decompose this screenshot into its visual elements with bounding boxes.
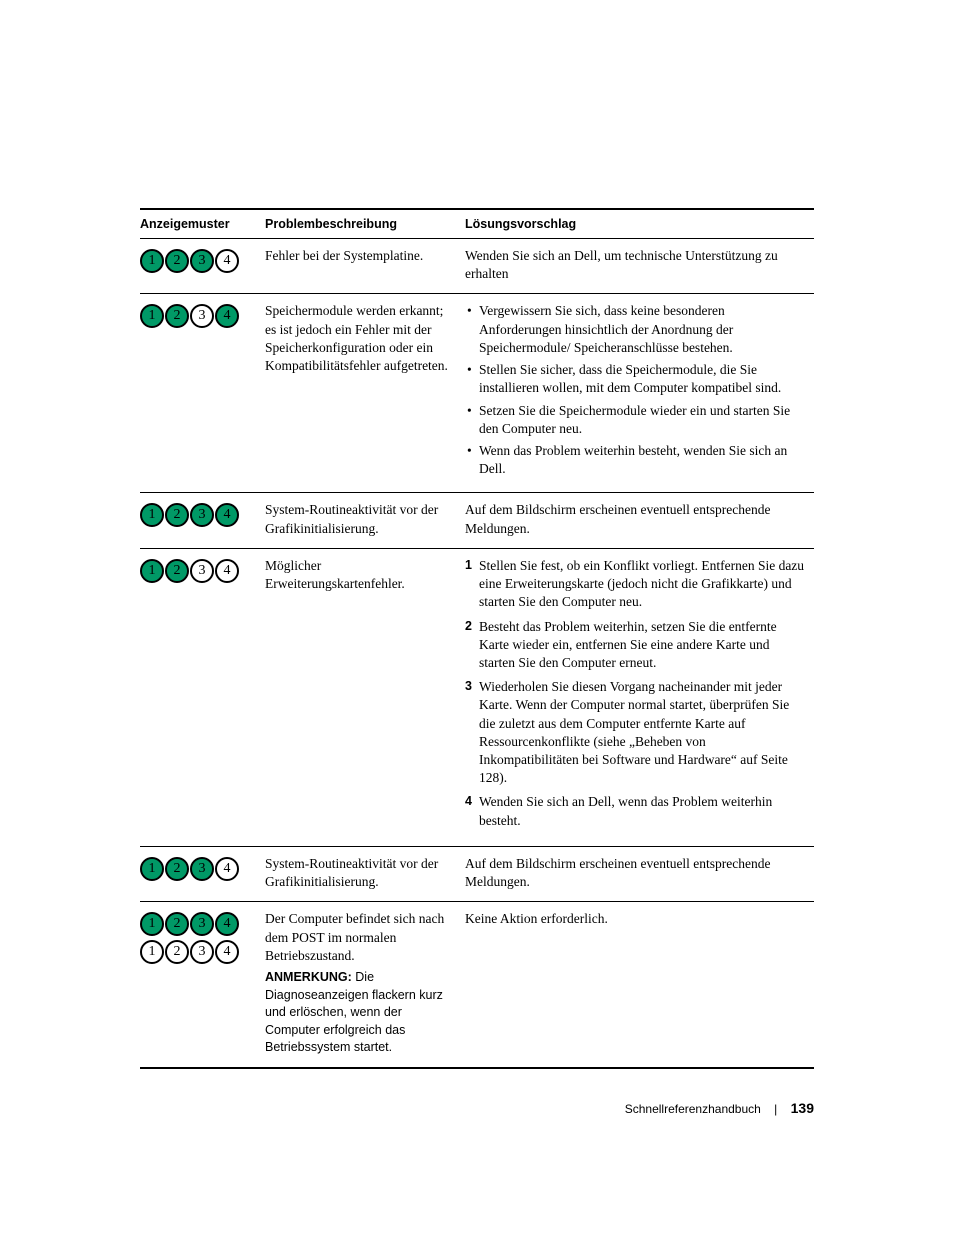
solution-list: Vergewissern Sie sich, dass keine besond… — [465, 302, 806, 478]
table-row: 1234 System-Routineaktivität vor der Graf… — [140, 493, 814, 548]
solution-steps: Stellen Sie fest, ob ein Konflikt vorlie… — [465, 557, 806, 830]
led-indicator-3: 3 — [190, 503, 214, 527]
led-indicator-3: 3 — [190, 940, 214, 964]
footer-page-number: 139 — [791, 1100, 814, 1116]
led-indicator-2: 2 — [165, 912, 189, 936]
led-indicator-4: 4 — [215, 559, 239, 583]
led-indicator-3: 3 — [190, 249, 214, 273]
led-indicator-2: 2 — [165, 503, 189, 527]
solution-item: Setzen Sie die Speichermodule wieder ein… — [465, 402, 806, 438]
cell-problem: Fehler bei der Systemplatine. — [265, 239, 465, 294]
solution-step: Wenden Sie sich an Dell, wenn das Proble… — [465, 793, 806, 829]
note: ANMERKUNG: Die Diagnoseanzeigen flackern… — [265, 969, 457, 1057]
led-indicator-4: 4 — [215, 503, 239, 527]
cell-problem: Möglicher Erweiterungskartenfehler. — [265, 548, 465, 846]
footer-separator: | — [774, 1102, 777, 1116]
table-row: 1234 Möglicher Erweiterungskartenfehler.S… — [140, 548, 814, 846]
solution-step: Wiederholen Sie diesen Vorgang nacheinan… — [465, 678, 806, 787]
led-pattern: 1234 — [140, 912, 257, 936]
led-indicator-2: 2 — [165, 304, 189, 328]
footer-title: Schnellreferenzhandbuch — [625, 1102, 761, 1116]
cell-solution: Auf dem Bildschirm erscheinen eventuell … — [465, 493, 814, 548]
led-indicator-3: 3 — [190, 559, 214, 583]
cell-pattern: 1234 — [140, 493, 265, 548]
solution-item: Wenn das Problem weiterhin besteht, wend… — [465, 442, 806, 478]
led-indicator-3: 3 — [190, 912, 214, 936]
led-indicator-2: 2 — [165, 249, 189, 273]
led-indicator-1: 1 — [140, 912, 164, 936]
problem-text: Fehler bei der Systemplatine. — [265, 247, 457, 265]
led-indicator-3: 3 — [190, 304, 214, 328]
cell-pattern: 1234 — [140, 846, 265, 901]
solution-step: Stellen Sie fest, ob ein Konflikt vorlie… — [465, 557, 806, 612]
led-indicator-4: 4 — [215, 249, 239, 273]
diagnostic-table: Anzeigemuster Problembeschreibung Lösung… — [140, 208, 814, 1069]
solution-text: Auf dem Bildschirm erscheinen eventuell … — [465, 501, 806, 537]
header-problem: Problembeschreibung — [265, 209, 465, 239]
led-indicator-2: 2 — [165, 940, 189, 964]
led-pattern: 1234 — [140, 304, 257, 328]
note-label: ANMERKUNG: — [265, 970, 355, 984]
table-row: 1234 System-Routineaktivität vor der Graf… — [140, 846, 814, 901]
led-indicator-4: 4 — [215, 940, 239, 964]
cell-solution: Vergewissern Sie sich, dass keine besond… — [465, 294, 814, 493]
cell-pattern: 1234 — [140, 239, 265, 294]
led-pattern: 1234 — [140, 940, 257, 964]
led-indicator-1: 1 — [140, 503, 164, 527]
page-footer: Schnellreferenzhandbuch | 139 — [625, 1100, 814, 1116]
cell-solution: Auf dem Bildschirm erscheinen eventuell … — [465, 846, 814, 901]
cell-pattern: 12341234 — [140, 902, 265, 1068]
problem-text: Speichermodule werden erkannt; es ist je… — [265, 302, 457, 375]
cell-solution: Keine Aktion erforderlich. — [465, 902, 814, 1068]
led-indicator-4: 4 — [215, 304, 239, 328]
led-pattern: 1234 — [140, 857, 257, 881]
solution-text: Auf dem Bildschirm erscheinen eventuell … — [465, 855, 806, 891]
header-pattern: Anzeigemuster — [140, 209, 265, 239]
solution-item: Stellen Sie sicher, dass die Speichermod… — [465, 361, 806, 397]
led-indicator-1: 1 — [140, 249, 164, 273]
led-indicator-1: 1 — [140, 940, 164, 964]
header-solution: Lösungsvorschlag — [465, 209, 814, 239]
solution-step: Besteht das Problem weiterhin, setzen Si… — [465, 618, 806, 673]
led-indicator-3: 3 — [190, 857, 214, 881]
solution-item: Vergewissern Sie sich, dass keine besond… — [465, 302, 806, 357]
led-indicator-4: 4 — [215, 912, 239, 936]
table-row: 12341234Der Computer befindet sich nach … — [140, 902, 814, 1068]
cell-pattern: 1234 — [140, 294, 265, 493]
table-row: 1234 Fehler bei der Systemplatine. Wenden … — [140, 239, 814, 294]
led-pattern: 1234 — [140, 559, 257, 583]
led-indicator-1: 1 — [140, 559, 164, 583]
led-pattern: 1234 — [140, 249, 257, 273]
problem-text: Der Computer befindet sich nach dem POST… — [265, 910, 457, 965]
solution-text: Wenden Sie sich an Dell, um technische U… — [465, 247, 806, 283]
problem-text: System-Routineaktivität vor der Grafikin… — [265, 855, 457, 891]
cell-problem: Der Computer befindet sich nach dem POST… — [265, 902, 465, 1068]
solution-text: Keine Aktion erforderlich. — [465, 910, 806, 928]
problem-text: System-Routineaktivität vor der Grafikin… — [265, 501, 457, 537]
cell-problem: System-Routineaktivität vor der Grafikin… — [265, 493, 465, 548]
problem-text: Möglicher Erweiterungskartenfehler. — [265, 557, 457, 593]
cell-solution: Stellen Sie fest, ob ein Konflikt vorlie… — [465, 548, 814, 846]
cell-problem: System-Routineaktivität vor der Grafikin… — [265, 846, 465, 901]
cell-pattern: 1234 — [140, 548, 265, 846]
led-indicator-2: 2 — [165, 559, 189, 583]
cell-problem: Speichermodule werden erkannt; es ist je… — [265, 294, 465, 493]
led-indicator-1: 1 — [140, 304, 164, 328]
table-row: 1234 Speichermodule werden erkannt; es is… — [140, 294, 814, 493]
led-indicator-1: 1 — [140, 857, 164, 881]
cell-solution: Wenden Sie sich an Dell, um technische U… — [465, 239, 814, 294]
led-pattern: 1234 — [140, 503, 257, 527]
led-indicator-2: 2 — [165, 857, 189, 881]
led-indicator-4: 4 — [215, 857, 239, 881]
